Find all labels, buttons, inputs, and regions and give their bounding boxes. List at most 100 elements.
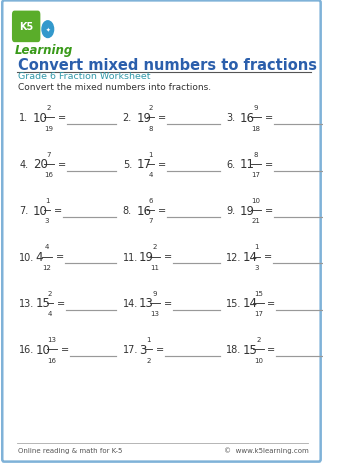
Text: 16: 16 xyxy=(136,204,151,217)
Text: Grade 6 Fraction Worksheet: Grade 6 Fraction Worksheet xyxy=(18,72,150,81)
Text: 11: 11 xyxy=(239,158,255,171)
Text: 1: 1 xyxy=(146,337,151,342)
Text: 17: 17 xyxy=(251,172,260,177)
Text: 18: 18 xyxy=(251,125,260,131)
Text: 4: 4 xyxy=(36,250,43,263)
Text: 4: 4 xyxy=(45,244,49,250)
Text: 17.: 17. xyxy=(123,344,138,355)
Text: Learning: Learning xyxy=(14,44,73,57)
Text: 16: 16 xyxy=(239,112,255,125)
Text: Convert mixed numbers to fractions: Convert mixed numbers to fractions xyxy=(18,58,317,73)
Text: 8: 8 xyxy=(148,125,153,131)
Text: 10: 10 xyxy=(33,204,48,217)
Text: 2: 2 xyxy=(47,105,51,111)
Text: 16: 16 xyxy=(47,357,56,363)
Text: =: = xyxy=(267,298,275,308)
Text: 19: 19 xyxy=(239,204,255,217)
Text: 10: 10 xyxy=(33,112,48,125)
Text: 6: 6 xyxy=(148,198,153,203)
Text: 2: 2 xyxy=(153,244,157,250)
Text: 7: 7 xyxy=(47,151,51,157)
Text: 1.: 1. xyxy=(19,113,28,123)
Text: 15: 15 xyxy=(36,297,50,310)
Text: 20: 20 xyxy=(33,158,48,171)
Text: =: = xyxy=(265,206,273,216)
Text: =: = xyxy=(158,113,166,123)
Text: 4: 4 xyxy=(148,172,153,177)
Text: =: = xyxy=(265,159,273,169)
Text: =: = xyxy=(56,252,64,262)
Text: 7: 7 xyxy=(148,218,153,224)
Text: =: = xyxy=(164,252,172,262)
Text: 2: 2 xyxy=(47,290,52,296)
Text: 13: 13 xyxy=(139,297,154,310)
Text: 9: 9 xyxy=(253,105,258,111)
Text: =: = xyxy=(158,159,166,169)
Text: 1: 1 xyxy=(148,151,153,157)
Text: 13.: 13. xyxy=(19,298,34,308)
Text: =: = xyxy=(156,344,164,355)
Text: 2.: 2. xyxy=(123,113,132,123)
Circle shape xyxy=(42,22,53,38)
Text: 13: 13 xyxy=(47,337,56,342)
Text: 5.: 5. xyxy=(123,159,132,169)
Text: 8.: 8. xyxy=(123,206,132,216)
Text: =: = xyxy=(265,113,273,123)
Text: Convert the mixed numbers into fractions.: Convert the mixed numbers into fractions… xyxy=(18,82,211,91)
Text: =: = xyxy=(58,113,66,123)
Text: 15.: 15. xyxy=(226,298,241,308)
FancyBboxPatch shape xyxy=(12,12,40,43)
Text: 15: 15 xyxy=(242,343,257,356)
Text: =: = xyxy=(264,252,272,262)
Text: 2: 2 xyxy=(148,105,153,111)
Text: ©  www.k5learning.com: © www.k5learning.com xyxy=(224,446,308,453)
Text: 10: 10 xyxy=(251,198,260,203)
Text: 14: 14 xyxy=(242,297,257,310)
Text: 3: 3 xyxy=(45,218,50,224)
Text: 11.: 11. xyxy=(123,252,138,262)
Text: 19: 19 xyxy=(139,250,154,263)
Text: 13: 13 xyxy=(150,311,159,316)
Text: 19: 19 xyxy=(136,112,151,125)
Text: 2: 2 xyxy=(256,337,261,342)
Text: ✦: ✦ xyxy=(46,28,50,32)
Text: 9: 9 xyxy=(153,290,157,296)
Text: 8: 8 xyxy=(253,151,258,157)
Text: =: = xyxy=(267,344,275,355)
Text: 10: 10 xyxy=(254,357,263,363)
Text: K5: K5 xyxy=(19,22,33,32)
Text: 17: 17 xyxy=(136,158,151,171)
Text: 12: 12 xyxy=(43,264,52,270)
Text: 14: 14 xyxy=(242,250,257,263)
Text: 19: 19 xyxy=(45,125,53,131)
Text: Online reading & math for K-5: Online reading & math for K-5 xyxy=(18,447,122,453)
Text: =: = xyxy=(58,159,66,169)
Text: 1: 1 xyxy=(254,244,258,250)
Text: 15: 15 xyxy=(254,290,263,296)
Text: =: = xyxy=(54,206,62,216)
Text: 17: 17 xyxy=(254,311,263,316)
Text: 6.: 6. xyxy=(226,159,235,169)
FancyBboxPatch shape xyxy=(2,1,321,462)
Text: 4.: 4. xyxy=(19,159,28,169)
Text: =: = xyxy=(158,206,166,216)
Text: =: = xyxy=(57,298,65,308)
Text: 16: 16 xyxy=(45,172,53,177)
Text: 14.: 14. xyxy=(123,298,138,308)
Text: 16.: 16. xyxy=(19,344,34,355)
Text: 3: 3 xyxy=(254,264,258,270)
Text: 11: 11 xyxy=(150,264,159,270)
Text: 10.: 10. xyxy=(19,252,34,262)
Text: 4: 4 xyxy=(47,311,52,316)
Text: 10: 10 xyxy=(36,343,50,356)
Text: 12.: 12. xyxy=(226,252,241,262)
Text: 7.: 7. xyxy=(19,206,29,216)
Text: 9.: 9. xyxy=(226,206,235,216)
Text: 18.: 18. xyxy=(226,344,241,355)
Text: =: = xyxy=(61,344,69,355)
Text: 3.: 3. xyxy=(226,113,235,123)
Text: 21: 21 xyxy=(251,218,260,224)
Text: =: = xyxy=(164,298,172,308)
Text: 3: 3 xyxy=(139,343,146,356)
Text: 2: 2 xyxy=(146,357,151,363)
